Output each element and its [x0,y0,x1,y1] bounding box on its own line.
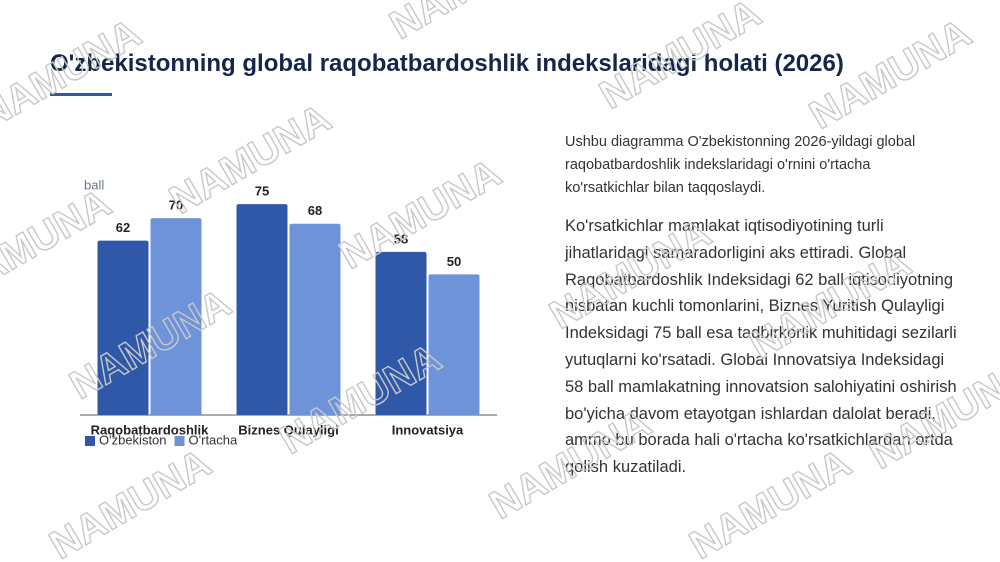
y-axis-label: ball [84,177,104,192]
x-tick-label: Innovatsiya [392,422,464,437]
bar [97,240,149,415]
value-label: 75 [255,184,269,199]
title-underline [50,93,112,96]
bar [236,204,288,415]
x-tick-label: Raqobatbardoshlik [91,422,210,437]
legend-swatch [174,436,185,446]
value-label: 62 [116,220,130,235]
value-label: 70 [169,198,183,213]
chart: ball Raqobatbardoshlik 62 70 Biznes Qulaylig… [80,177,497,447]
value-label: 58 [394,231,408,246]
intro-text: Ushbu diagramma O'zbekistonning 2026-yil… [565,134,916,196]
bar [150,218,202,415]
value-label: 68 [308,203,322,218]
body-text: Ko'rsatkichlar mamlakat iqtisodiyotining… [565,217,957,477]
bar [428,274,480,415]
slide-title: O'zbekistonning global raqobatbardoshlik… [50,50,844,77]
bar [289,223,341,415]
legend-label: O'zbekiston [99,432,167,447]
legend-swatch [85,436,95,446]
legend-label: O'rtacha [189,432,238,447]
value-label: 50 [447,254,461,269]
bar [375,251,427,415]
x-tick-label: Biznes Qulayligi [238,422,338,437]
